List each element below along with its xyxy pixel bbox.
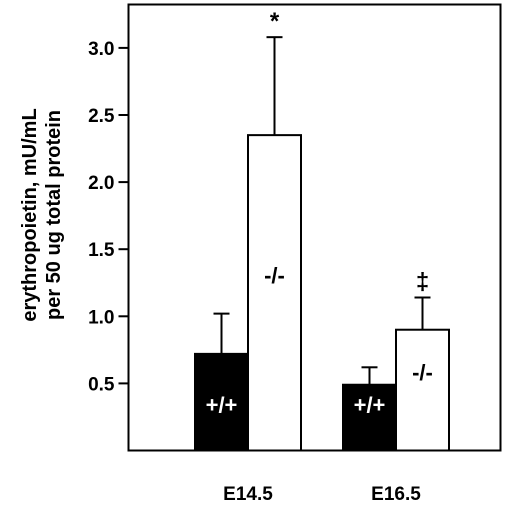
y-tick-label: 0.5 xyxy=(88,374,115,395)
category-label: E16.5 xyxy=(371,484,421,505)
y-tick-label: 3.0 xyxy=(88,39,114,60)
bar-label: +/+ xyxy=(206,393,238,418)
plot-frame xyxy=(127,3,502,452)
y-axis-label-line-1: erythropoietin, mU/mL xyxy=(19,108,41,321)
y-tick-label: 2.5 xyxy=(88,106,115,127)
category-label: E14.5 xyxy=(223,484,273,505)
y-axis-label: erythropoietin, mU/mL per 50 ug total pr… xyxy=(19,108,65,321)
significance-mark: * xyxy=(270,8,280,35)
bar-label: -/- xyxy=(412,360,433,385)
bar xyxy=(342,383,397,452)
bars: +/+ -/- * +/+ -/- ‡ xyxy=(194,8,450,452)
y-tick-label: 1.5 xyxy=(88,240,115,261)
bar-label: +/+ xyxy=(354,393,386,418)
bar xyxy=(194,352,249,452)
y-tick-label: 1.0 xyxy=(88,307,114,328)
y-tick-label: 2.0 xyxy=(88,173,114,194)
bar xyxy=(395,328,450,452)
bar-label: -/- xyxy=(264,263,285,288)
bar xyxy=(247,134,302,452)
y-axis-ticks: 0.5 1.0 1.5 2.0 2.5 3.0 xyxy=(88,39,129,395)
category-labels: E14.5 E16.5 xyxy=(223,484,421,505)
significance-mark: ‡ xyxy=(416,269,429,296)
y-axis-label-line-2: per 50 ug total protein xyxy=(43,110,65,320)
